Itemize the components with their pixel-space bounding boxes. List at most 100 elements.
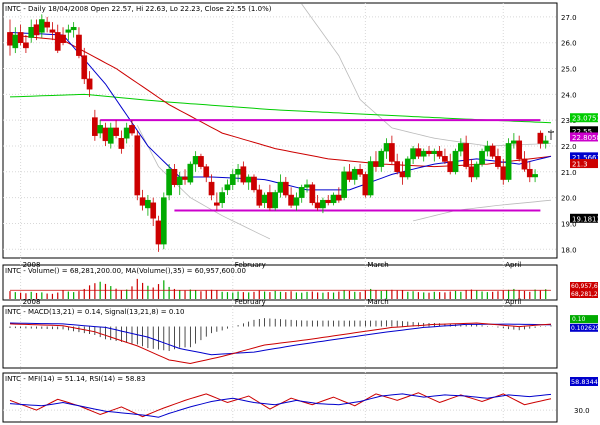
candle-body	[28, 26, 35, 38]
candle-body	[505, 143, 512, 180]
candle-body	[404, 158, 411, 178]
price-value-tag	[570, 126, 598, 136]
candle-body	[187, 163, 194, 183]
candle-body	[272, 192, 279, 209]
candle-body	[351, 168, 358, 180]
rsi-panel-frame	[2, 372, 558, 423]
candle-body	[118, 137, 125, 149]
price-tick-label: 23.0	[561, 117, 577, 125]
volume-month-label: February	[235, 298, 266, 306]
candle-body	[229, 174, 236, 185]
candle-body	[176, 176, 183, 185]
candle-body	[282, 181, 289, 196]
month-label: 2008	[23, 261, 41, 269]
candle-body	[150, 202, 157, 219]
candle-body	[267, 192, 273, 209]
candle-body	[484, 145, 491, 152]
candle-body	[426, 150, 432, 154]
candle-body	[526, 168, 533, 178]
volume-month-label: April	[505, 298, 521, 306]
month-label: April	[505, 261, 521, 269]
price-tick-label: 18.0	[561, 246, 577, 254]
candle-body	[330, 194, 337, 204]
candle-body	[113, 127, 119, 136]
candle-body	[293, 197, 300, 206]
candle-body	[224, 184, 231, 191]
price-value-tag-text: 19.1813	[572, 215, 600, 223]
candle-body	[457, 143, 464, 152]
candle-body	[473, 163, 480, 178]
macd-signal-line	[9, 322, 552, 356]
price-tick-label: 25.0	[561, 66, 577, 74]
candle-body	[489, 145, 496, 157]
price-value-tag-text: 21.5661	[572, 154, 600, 162]
candle-body	[537, 132, 544, 144]
candle-body	[468, 166, 475, 178]
sma-long-line	[9, 93, 552, 124]
price-value-tag-text: 22.55	[572, 128, 592, 136]
candle-body	[23, 42, 29, 49]
candle-body	[346, 171, 353, 180]
candle-body	[214, 202, 220, 206]
candle-body	[288, 194, 294, 206]
candle-body	[171, 168, 178, 185]
candle-body	[298, 187, 305, 198]
candle-body	[277, 181, 284, 193]
price-value-tag-text: 23.0753	[572, 115, 600, 123]
price-value-tag-text: 22.8058	[572, 134, 600, 142]
candle-body	[44, 21, 50, 28]
macd-tag	[570, 315, 598, 324]
price-value-tag-text: 21.3	[572, 161, 588, 169]
candle-body	[139, 197, 146, 206]
candle-body	[383, 143, 390, 152]
macd-line	[9, 322, 552, 365]
rsi-tag	[570, 377, 598, 386]
candle-body	[219, 192, 226, 204]
candle-body	[245, 176, 252, 183]
price-tick-label: 19.0	[561, 220, 577, 228]
candle-body	[240, 166, 247, 183]
candle-body	[373, 161, 379, 167]
candle-body	[495, 156, 501, 167]
candle-body	[325, 199, 332, 204]
candles-layer	[7, 14, 554, 252]
price-tick-label: 24.0	[561, 91, 577, 99]
candle-body	[415, 148, 422, 157]
candle-body	[532, 174, 538, 178]
candle-body	[65, 29, 72, 33]
candle-body	[235, 168, 241, 175]
price-value-tag	[570, 152, 598, 162]
candle-body	[123, 127, 130, 139]
candle-body	[49, 29, 56, 33]
candle-body	[86, 78, 93, 90]
candle-body	[500, 166, 507, 180]
candle-body	[129, 125, 135, 134]
candle-body	[357, 168, 363, 175]
candle-body	[33, 24, 40, 36]
volume-ma-tag-text: 60,957,600	[571, 283, 600, 290]
candle-body	[548, 131, 554, 133]
candle-body	[203, 166, 210, 178]
price-tick-label: 21.0	[561, 169, 577, 177]
candle-body	[314, 202, 321, 209]
candle-body	[362, 174, 369, 196]
candle-body	[160, 197, 167, 245]
rsi-layer	[9, 392, 552, 418]
candle-body	[198, 156, 204, 167]
candle-body	[542, 140, 549, 144]
candle-body	[54, 32, 61, 51]
month-label: March	[367, 261, 388, 269]
candle-body	[463, 143, 469, 167]
candle-body	[92, 117, 98, 136]
volume-month-label: March	[367, 298, 388, 306]
price-tick-label: 27.0	[561, 14, 577, 22]
candle-body	[261, 194, 268, 204]
rsi-tick-label: 30.0	[574, 407, 590, 415]
candle-body	[97, 125, 104, 134]
rsi-header: INTC - MFI(14) = 51.14, RSI(14) = 58.83	[5, 375, 145, 383]
price-value-tag	[570, 113, 598, 123]
candle-body	[81, 55, 88, 80]
volume-layer	[9, 278, 551, 299]
macd-layer	[9, 318, 552, 365]
